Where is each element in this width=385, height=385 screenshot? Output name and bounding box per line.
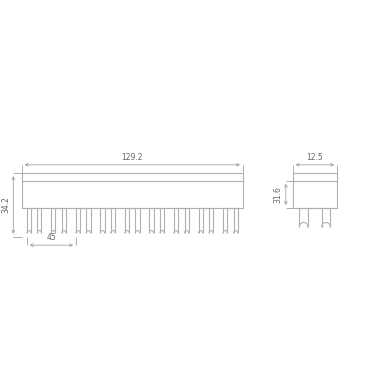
Text: 45: 45 [47, 233, 56, 242]
Bar [293, 173, 337, 208]
Text: 31.6: 31.6 [274, 186, 283, 203]
Text: 129.2: 129.2 [122, 153, 143, 162]
Bar [22, 173, 243, 208]
Text: 12.5: 12.5 [306, 153, 323, 162]
Text: 34.2: 34.2 [1, 197, 10, 213]
